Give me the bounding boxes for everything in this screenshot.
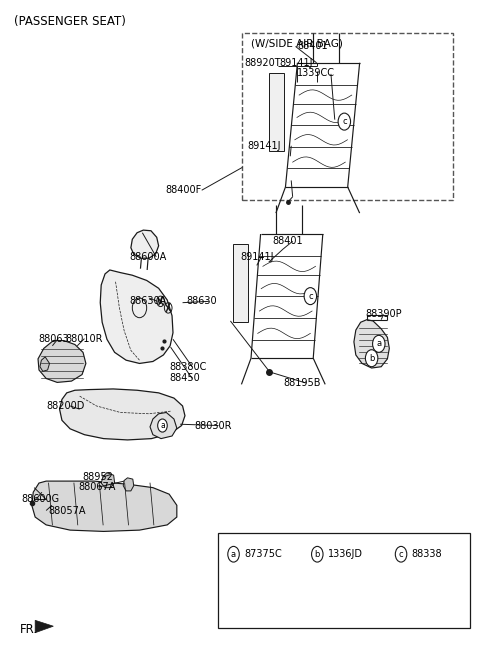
Text: 88063: 88063 [38, 333, 69, 344]
Text: 88195B: 88195B [283, 378, 321, 388]
Text: FR.: FR. [20, 623, 38, 636]
Text: a: a [376, 339, 381, 348]
Polygon shape [131, 230, 158, 258]
Circle shape [396, 546, 407, 562]
Polygon shape [412, 595, 430, 614]
Text: 1336JD: 1336JD [328, 550, 363, 559]
Text: c: c [308, 291, 312, 301]
Text: a: a [231, 550, 236, 559]
Text: 88401: 88401 [298, 41, 328, 52]
Circle shape [228, 546, 240, 562]
Text: 88952: 88952 [82, 472, 113, 482]
Polygon shape [100, 270, 173, 364]
Circle shape [312, 546, 323, 562]
Text: 89141J: 89141J [240, 252, 274, 262]
Text: 1339CC: 1339CC [298, 67, 336, 77]
Text: 87375C: 87375C [244, 550, 282, 559]
Circle shape [304, 288, 317, 305]
Text: 88067A: 88067A [78, 482, 116, 492]
Text: a: a [160, 421, 165, 430]
Text: 88600A: 88600A [129, 252, 166, 262]
Text: 88057A: 88057A [48, 506, 86, 515]
Text: (W/SIDE AIR BAG): (W/SIDE AIR BAG) [251, 39, 343, 49]
Text: 88600G: 88600G [21, 495, 60, 504]
Text: 88630A: 88630A [129, 296, 166, 307]
Text: 88338: 88338 [411, 550, 442, 559]
Text: (PASSENGER SEAT): (PASSENGER SEAT) [14, 15, 126, 28]
Text: 89141J: 89141J [247, 141, 281, 151]
Bar [218, 533, 470, 628]
Polygon shape [354, 320, 389, 368]
Text: 88401: 88401 [273, 236, 303, 246]
Polygon shape [150, 413, 177, 439]
Polygon shape [32, 481, 177, 531]
Polygon shape [101, 473, 115, 487]
Text: c: c [342, 117, 347, 126]
Text: 88200D: 88200D [46, 401, 84, 411]
Polygon shape [35, 620, 53, 633]
Text: 88030R: 88030R [194, 421, 232, 430]
Polygon shape [269, 73, 284, 151]
FancyBboxPatch shape [242, 33, 453, 200]
Polygon shape [40, 357, 49, 371]
Circle shape [338, 113, 350, 130]
Text: 88920T: 88920T [245, 58, 281, 67]
Text: 88390P: 88390P [365, 309, 402, 320]
Circle shape [372, 335, 385, 352]
Polygon shape [233, 244, 248, 322]
Circle shape [157, 419, 167, 432]
Circle shape [365, 350, 378, 367]
Text: 88380C: 88380C [169, 362, 206, 372]
Text: 88630: 88630 [186, 296, 217, 307]
Text: 88400F: 88400F [166, 185, 202, 195]
Text: 88010R: 88010R [65, 333, 103, 344]
Text: 89141J: 89141J [279, 58, 313, 67]
Polygon shape [38, 341, 86, 383]
Text: c: c [399, 550, 403, 559]
Polygon shape [60, 389, 185, 440]
Text: b: b [314, 550, 320, 559]
Text: 88450: 88450 [169, 373, 200, 383]
Text: b: b [369, 354, 374, 363]
Polygon shape [249, 595, 267, 614]
Polygon shape [123, 478, 134, 491]
Circle shape [132, 298, 147, 318]
